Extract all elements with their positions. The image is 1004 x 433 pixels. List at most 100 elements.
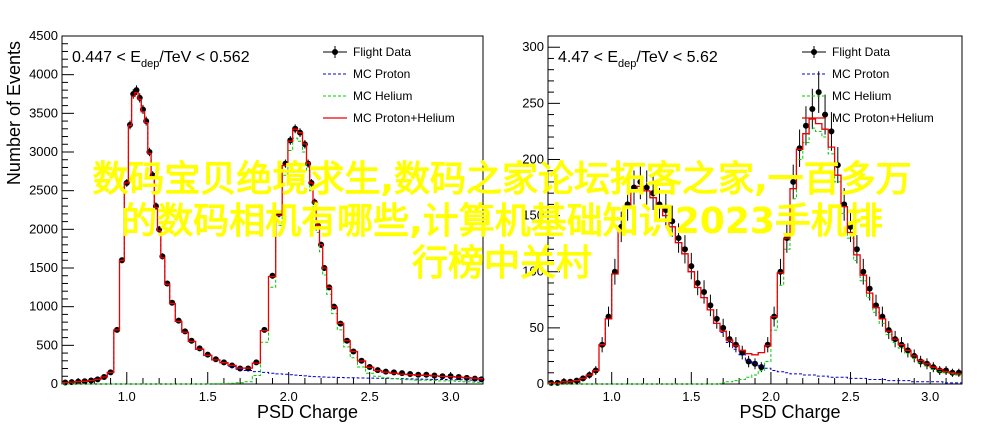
data-point: [478, 376, 485, 383]
y-tick-label: 150: [522, 208, 544, 223]
data-point: [204, 351, 211, 358]
data-point: [188, 337, 195, 344]
x-tick-label: 1.5: [682, 389, 700, 404]
data-point: [253, 359, 260, 366]
data-point: [758, 364, 765, 371]
data-point: [866, 285, 873, 292]
series-proton-helium-histogram: [548, 118, 962, 384]
data-point: [790, 178, 797, 185]
legend-label: MC Helium: [832, 89, 891, 103]
y-tick-label: 2500: [29, 183, 58, 198]
legend: Flight Data MC Proton MC Helium MC Proton+H…: [802, 45, 934, 125]
data-point: [399, 370, 406, 377]
data-point: [802, 122, 809, 129]
data-point: [739, 349, 746, 356]
data-point: [669, 218, 676, 225]
y-tick-label: 4000: [29, 67, 58, 82]
data-point: [936, 367, 943, 374]
y-tick-label: 3500: [29, 105, 58, 120]
y-tick-label: 4500: [29, 28, 58, 43]
x-tick-label: 1.5: [199, 389, 217, 404]
legend-label: Flight Data: [353, 45, 411, 59]
data-point: [732, 341, 739, 348]
y-axis-title: Number of Events: [4, 41, 24, 185]
histogram-line: [548, 118, 962, 384]
data-point: [815, 89, 822, 96]
right-chart-panel: 0 50 100 150 200 250 300 1.0 1.5 2.0 2.5 3.0 PSD Cha…: [522, 35, 963, 422]
y-tick-label: 100: [522, 264, 544, 279]
data-point: [822, 111, 829, 118]
y-tick-label: 0: [537, 376, 544, 391]
data-point: [637, 178, 644, 185]
y-tick-label: 1500: [29, 260, 58, 275]
legend-label: MC Proton: [832, 67, 889, 81]
data-point: [688, 263, 695, 270]
data-point: [662, 207, 669, 213]
data-point: [261, 326, 268, 333]
data-point: [675, 235, 682, 242]
data-point: [624, 201, 631, 208]
y-tick-label: 500: [36, 337, 58, 352]
data-point: [169, 299, 176, 306]
y-tick-label: 300: [522, 39, 544, 54]
x-axis-title: PSD Charge: [739, 402, 840, 422]
data-point: [630, 184, 637, 191]
legend-label: MC Proton+Helium: [353, 111, 455, 125]
cut-label-lower: 0.447 < E: [72, 49, 141, 66]
data-point: [853, 246, 860, 253]
histogram-line: [62, 91, 483, 384]
data-point: [269, 272, 276, 279]
y-tick-label: 3000: [29, 144, 58, 159]
y-tick-label: 0: [51, 376, 58, 391]
dashed-line: [548, 127, 962, 385]
data-point: [841, 201, 848, 208]
series-proton-line: [548, 185, 962, 384]
data-point: [847, 223, 854, 230]
data-point: [681, 246, 688, 253]
y-tick-label: 50: [530, 320, 544, 335]
data-point: [694, 279, 701, 286]
legend: Flight Data MC Proton MC Helium MC Proton+H…: [323, 45, 455, 125]
x-tick-label: 3.0: [921, 389, 939, 404]
series-helium-line: [548, 127, 962, 385]
x-tick-label: 2.0: [762, 389, 780, 404]
x-tick-label: 2.0: [280, 389, 298, 404]
data-point: [164, 280, 171, 287]
data-point: [720, 324, 727, 331]
energy-cut-label: 4.47 < Edep/TeV < 5.62: [558, 49, 718, 70]
data-point: [834, 162, 841, 169]
data-point: [133, 87, 140, 94]
y-tick-label: 250: [522, 95, 544, 110]
y-tick-label: 200: [522, 151, 544, 166]
dashed-line: [548, 185, 962, 384]
series-proton-helium-histogram: [62, 91, 483, 384]
data-point: [701, 288, 708, 295]
data-point: [605, 313, 612, 320]
x-tick-label: 2.5: [361, 389, 379, 404]
legend-marker-point: [811, 49, 817, 55]
cut-label-subscript: dep: [141, 58, 159, 70]
data-point: [796, 145, 803, 152]
data-point: [879, 313, 886, 320]
data-point: [745, 358, 752, 365]
data-point: [175, 317, 182, 324]
cut-label-upper: /TeV < 5.62: [636, 49, 717, 66]
data-point: [656, 201, 663, 208]
data-point: [182, 328, 189, 335]
left-chart-panel: 0 500 1000 1500 2000 2500 3000 3500 4000 4500 1.0 1…: [4, 28, 485, 422]
data-point: [196, 345, 203, 352]
data-point: [917, 358, 924, 365]
data-point: [726, 336, 733, 343]
cut-label-subscript: dep: [618, 58, 636, 70]
data-point: [618, 223, 625, 230]
data-point: [885, 327, 892, 334]
data-point: [650, 190, 657, 197]
data-point: [777, 268, 784, 275]
series-helium-line: [62, 137, 483, 385]
data-point: [287, 137, 294, 144]
data-point: [390, 369, 397, 376]
data-point: [860, 268, 867, 275]
energy-cut-label: 0.447 < Edep/TeV < 0.562: [72, 49, 250, 70]
x-axis-title: PSD Charge: [257, 402, 358, 422]
data-point: [643, 184, 650, 191]
